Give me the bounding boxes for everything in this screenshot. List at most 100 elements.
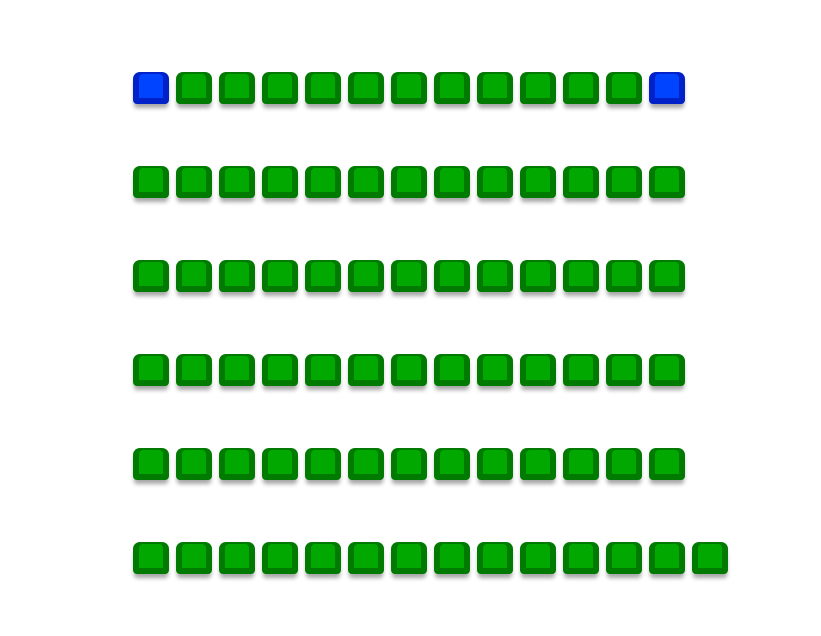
seat-available[interactable] <box>477 542 513 574</box>
seat-available[interactable] <box>649 354 685 386</box>
seat-available[interactable] <box>692 542 728 574</box>
seat-available[interactable] <box>477 166 513 198</box>
seat-available[interactable] <box>305 260 341 292</box>
seat-available[interactable] <box>606 72 642 104</box>
seat-available[interactable] <box>348 72 384 104</box>
seat-available[interactable] <box>305 542 341 574</box>
seat-available[interactable] <box>434 354 470 386</box>
seat-available[interactable] <box>563 448 599 480</box>
seat-selected[interactable] <box>133 72 169 104</box>
seat-available[interactable] <box>176 72 212 104</box>
seat-available[interactable] <box>391 72 427 104</box>
seat-icon <box>311 262 335 286</box>
seat-icon <box>612 450 636 474</box>
seat-available[interactable] <box>133 542 169 574</box>
seat-available[interactable] <box>133 354 169 386</box>
seat-available[interactable] <box>606 166 642 198</box>
seat-available[interactable] <box>520 542 556 574</box>
seat-available[interactable] <box>391 542 427 574</box>
seat-available[interactable] <box>649 448 685 480</box>
seat-icon <box>268 544 292 568</box>
seat-available[interactable] <box>219 354 255 386</box>
seat-available[interactable] <box>262 166 298 198</box>
seat-available[interactable] <box>563 72 599 104</box>
seat-icon <box>483 356 507 380</box>
seat-icon <box>526 262 550 286</box>
seat-available[interactable] <box>606 260 642 292</box>
seat-icon <box>182 450 206 474</box>
seat-available[interactable] <box>520 260 556 292</box>
seat-icon <box>397 450 421 474</box>
seat-available[interactable] <box>348 448 384 480</box>
seat-available[interactable] <box>219 448 255 480</box>
seat-available[interactable] <box>262 72 298 104</box>
seat-available[interactable] <box>434 448 470 480</box>
seat-available[interactable] <box>305 166 341 198</box>
seat-available[interactable] <box>477 72 513 104</box>
seat-available[interactable] <box>176 354 212 386</box>
seat-icon <box>225 168 249 192</box>
seat-available[interactable] <box>176 166 212 198</box>
seat-available[interactable] <box>434 166 470 198</box>
seat-available[interactable] <box>434 260 470 292</box>
seat-available[interactable] <box>649 260 685 292</box>
seat-available[interactable] <box>520 166 556 198</box>
seat-available[interactable] <box>348 260 384 292</box>
seat-available[interactable] <box>305 354 341 386</box>
seat-available[interactable] <box>649 166 685 198</box>
seat-available[interactable] <box>348 542 384 574</box>
seat-icon <box>440 74 464 98</box>
seat-available[interactable] <box>348 354 384 386</box>
seat-available[interactable] <box>219 542 255 574</box>
seat-icon <box>483 168 507 192</box>
seat-available[interactable] <box>348 166 384 198</box>
seat-available[interactable] <box>262 448 298 480</box>
seat-icon <box>311 356 335 380</box>
seat-icon <box>655 262 679 286</box>
seat-available[interactable] <box>520 354 556 386</box>
seat-row <box>133 448 728 542</box>
seat-icon <box>397 544 421 568</box>
seat-available[interactable] <box>606 542 642 574</box>
seat-available[interactable] <box>305 72 341 104</box>
seat-available[interactable] <box>176 260 212 292</box>
seat-available[interactable] <box>520 72 556 104</box>
seat-available[interactable] <box>606 354 642 386</box>
seat-available[interactable] <box>391 166 427 198</box>
seat-available[interactable] <box>477 448 513 480</box>
seat-available[interactable] <box>262 542 298 574</box>
seat-available[interactable] <box>176 542 212 574</box>
seat-icon <box>354 168 378 192</box>
seat-icon <box>182 544 206 568</box>
seat-available[interactable] <box>305 448 341 480</box>
seat-icon <box>526 356 550 380</box>
seat-available[interactable] <box>262 260 298 292</box>
seat-available[interactable] <box>133 166 169 198</box>
seat-icon <box>655 356 679 380</box>
seat-available[interactable] <box>477 260 513 292</box>
seat-available[interactable] <box>176 448 212 480</box>
seat-icon <box>182 168 206 192</box>
seat-available[interactable] <box>391 354 427 386</box>
seat-available[interactable] <box>262 354 298 386</box>
seat-available[interactable] <box>219 72 255 104</box>
seat-available[interactable] <box>477 354 513 386</box>
seat-available[interactable] <box>520 448 556 480</box>
seat-available[interactable] <box>563 542 599 574</box>
seat-available[interactable] <box>606 448 642 480</box>
seat-available[interactable] <box>391 448 427 480</box>
seat-available[interactable] <box>434 72 470 104</box>
seat-available[interactable] <box>563 260 599 292</box>
seat-available[interactable] <box>563 166 599 198</box>
seat-available[interactable] <box>133 448 169 480</box>
seat-available[interactable] <box>649 542 685 574</box>
seat-available[interactable] <box>219 166 255 198</box>
seat-available[interactable] <box>434 542 470 574</box>
seat-available[interactable] <box>563 354 599 386</box>
seat-available[interactable] <box>133 260 169 292</box>
seat-icon <box>483 74 507 98</box>
seat-available[interactable] <box>219 260 255 292</box>
seat-icon <box>225 262 249 286</box>
seat-selected[interactable] <box>649 72 685 104</box>
seat-available[interactable] <box>391 260 427 292</box>
